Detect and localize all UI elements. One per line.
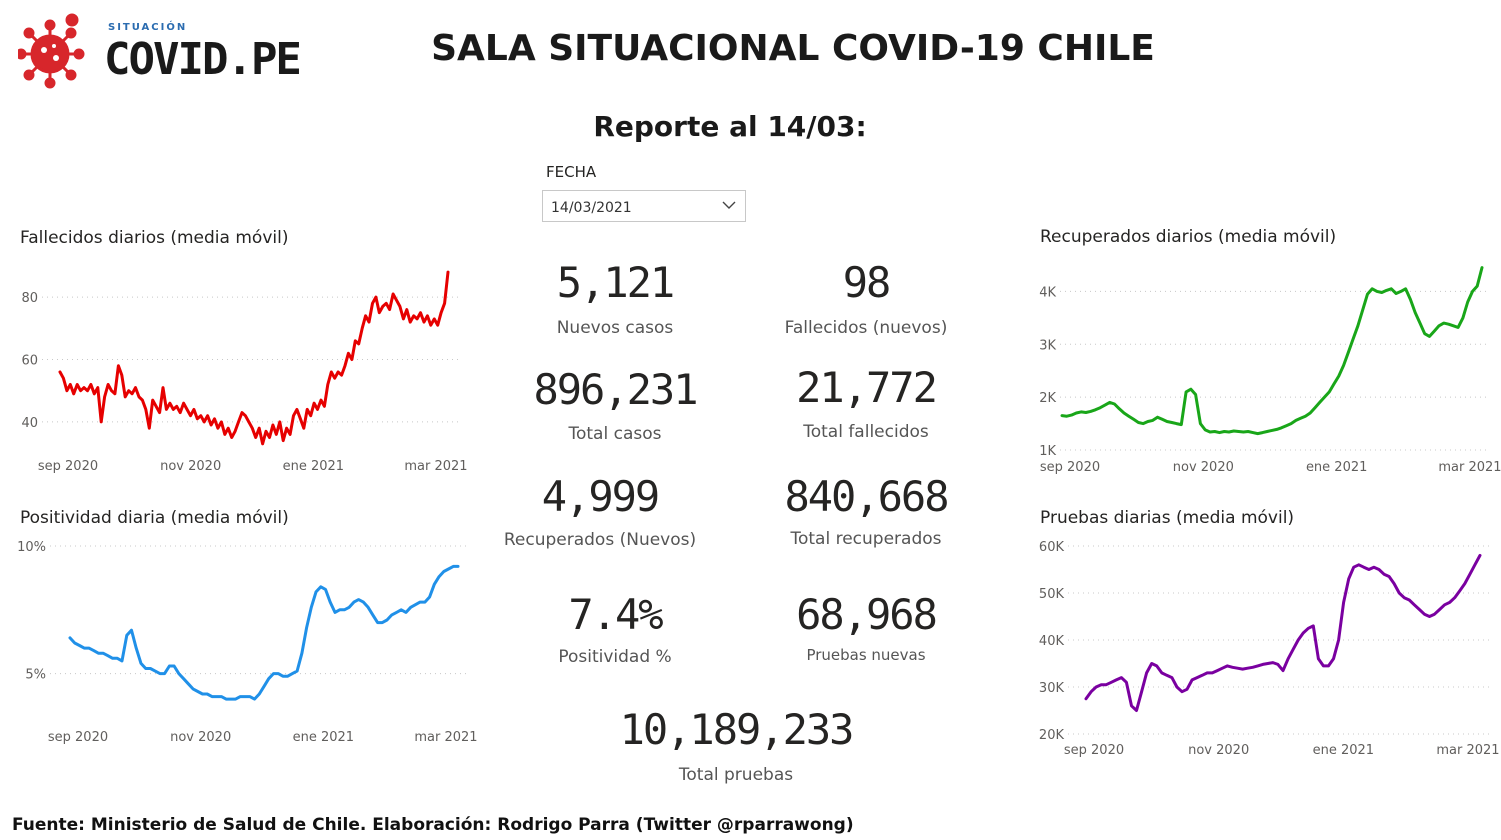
kpi-nuevos-casos-label: Nuevos casos (556, 318, 674, 338)
y-tick-label: 3K (1039, 338, 1056, 353)
page-title: SALA SITUACIONAL COVID-19 CHILE (431, 28, 1155, 69)
fallecidos-line-chart: 40 60 80 sep 2020 nov 2020 ene 2021 mar 2021 (21, 270, 468, 474)
pruebas-line-chart: 20K 30K 40K 50K 60K sep 2020 nov 2020 ene 2021 m… (1039, 540, 1500, 758)
date-filter-dropdown[interactable]: 14/03/2021 (542, 190, 746, 222)
y-tick-label: 80 (21, 291, 38, 306)
kpi-total-pruebas-label: Total pruebas (678, 765, 794, 785)
x-tick-label: nov 2020 (1188, 743, 1249, 758)
y-tick-label: 50K (1039, 587, 1065, 602)
x-tick-label: sep 2020 (38, 459, 98, 474)
kpi-positividad-label: Positividad % (558, 647, 672, 667)
y-tick-label: 40K (1039, 634, 1065, 649)
y-tick-label: 30K (1039, 681, 1065, 696)
x-tick-label: mar 2021 (1436, 743, 1499, 758)
kpi-pruebas-nuevas-label: Pruebas nuevas (806, 646, 926, 664)
x-tick-label: ene 2021 (293, 730, 354, 745)
x-tick-label: nov 2020 (160, 459, 221, 474)
virus-icon (18, 13, 85, 89)
kpi-pruebas-nuevas-value: 68,968 (796, 590, 938, 639)
y-tick-label: 60 (21, 354, 38, 369)
x-tick-label: sep 2020 (48, 730, 108, 745)
covid-pe-logo: SITUACIÓN COVID.PE (18, 10, 302, 90)
x-tick-label: mar 2021 (414, 730, 477, 745)
logo-small-text: SITUACIÓN (108, 22, 188, 33)
y-tick-label: 40 (21, 416, 38, 431)
x-tick-label: ene 2021 (1306, 460, 1367, 475)
fallecidos-series-line (58, 270, 450, 446)
kpi-total-casos-value: 896,231 (533, 365, 698, 414)
y-tick-label: 1K (1039, 444, 1056, 459)
x-tick-label: ene 2021 (283, 459, 344, 474)
chart-title-recuperados: Recuperados diarios (media móvil) (1040, 227, 1337, 247)
positividad-series-line (68, 564, 460, 701)
kpi-total-recuperados-value: 840,668 (784, 472, 949, 521)
logo-brand-text: COVID.PE (104, 34, 302, 85)
kpi-total-recuperados-label: Total recuperados (790, 529, 942, 549)
kpi-recuperados-nuevos-label: Recuperados (Nuevos) (503, 530, 697, 550)
kpi-total-fallecidos-label: Total fallecidos (803, 422, 929, 442)
kpi-positividad-value: 7.4% (568, 590, 663, 639)
kpi-fallecidos-nuevos-label: Fallecidos (nuevos) (784, 318, 948, 338)
y-tick-label: 60K (1039, 540, 1065, 555)
x-tick-label: sep 2020 (1064, 743, 1124, 758)
chart-title-pruebas: Pruebas diarias (media móvil) (1040, 508, 1295, 528)
recuperados-line-chart: 1K 2K 3K 4K sep 2020 nov 2020 ene 2021 mar 2021 (1039, 266, 1501, 475)
y-tick-label: 4K (1039, 285, 1056, 300)
x-tick-label: mar 2021 (1438, 460, 1501, 475)
x-tick-label: sep 2020 (1040, 460, 1100, 475)
recuperados-series-line (1060, 266, 1484, 436)
x-tick-label: nov 2020 (1173, 460, 1234, 475)
positividad-line-chart: 5% 10% sep 2020 nov 2020 ene 2021 mar 2021 (17, 540, 478, 745)
y-tick-label: 5% (25, 668, 46, 683)
kpi-total-fallecidos-value: 21,772 (796, 363, 938, 412)
source-footer: Fuente: Ministerio de Salud de Chile. El… (12, 815, 854, 835)
y-tick-label: 20K (1039, 728, 1065, 743)
pruebas-series-line (1084, 553, 1482, 712)
kpi-nuevos-casos-value: 5,121 (556, 258, 675, 307)
chart-title-positividad: Positividad diaria (media móvil) (20, 508, 289, 528)
chart-title-fallecidos: Fallecidos diarios (media móvil) (20, 228, 289, 248)
x-tick-label: mar 2021 (404, 459, 467, 474)
kpi-total-casos-label: Total casos (568, 424, 662, 444)
report-date-heading: Reporte al 14/03: (593, 110, 867, 143)
chevron-down-icon (722, 201, 736, 209)
date-filter-value: 14/03/2021 (551, 200, 632, 216)
y-tick-label: 10% (17, 540, 46, 555)
kpi-recuperados-nuevos-value: 4,999 (541, 472, 660, 521)
x-tick-label: ene 2021 (1313, 743, 1374, 758)
kpi-fallecidos-nuevos-value: 98 (842, 258, 892, 307)
x-tick-label: nov 2020 (170, 730, 231, 745)
kpi-total-pruebas-value: 10,189,233 (619, 705, 855, 754)
y-tick-label: 2K (1039, 391, 1056, 406)
date-filter-label: FECHA (546, 163, 597, 181)
